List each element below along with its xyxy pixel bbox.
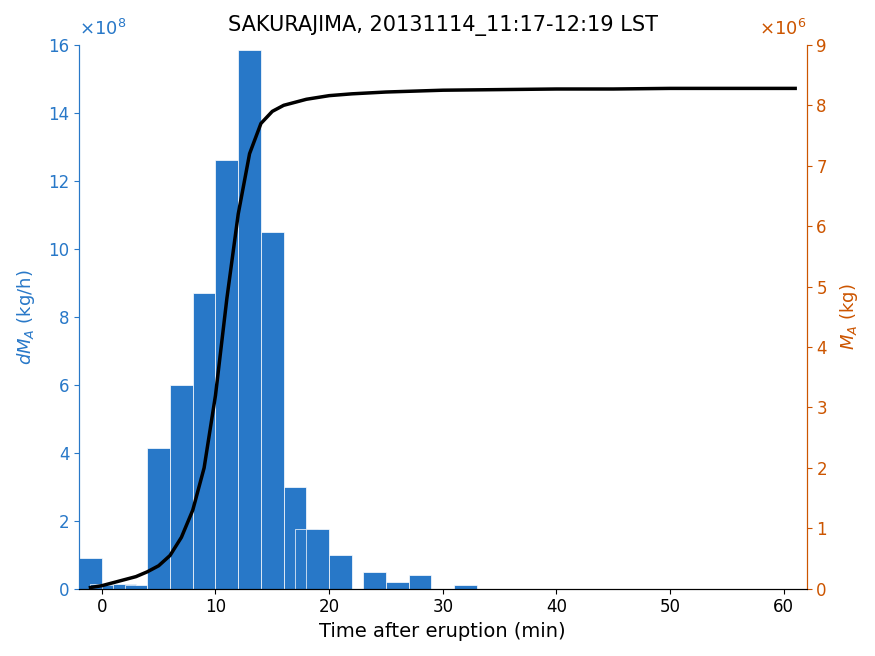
Y-axis label: $dM_A$ (kg/h): $dM_A$ (kg/h) [15,269,37,365]
Text: $\times 10^6$: $\times 10^6$ [760,19,807,39]
Bar [306,529,329,588]
Bar [363,572,386,588]
Bar [79,558,102,588]
Bar [170,385,192,588]
Bar [386,582,409,588]
Bar [295,529,318,588]
Bar [409,575,431,588]
Title: SAKURAJIMA, 20131114_11:17-12:19 LST: SAKURAJIMA, 20131114_11:17-12:19 LST [228,15,658,36]
Bar [102,585,124,588]
Bar [215,161,238,588]
X-axis label: Time after eruption (min): Time after eruption (min) [319,622,566,641]
Bar [284,487,306,588]
Bar [454,585,477,588]
Bar [192,293,215,588]
Bar [147,447,170,588]
Bar [124,585,147,588]
Bar [113,584,136,588]
Y-axis label: $M_A$ (kg): $M_A$ (kg) [838,283,860,350]
Bar [329,555,352,588]
Bar [238,50,261,588]
Bar [261,232,284,588]
Bar [90,584,113,588]
Text: $\times 10^8$: $\times 10^8$ [79,19,127,39]
